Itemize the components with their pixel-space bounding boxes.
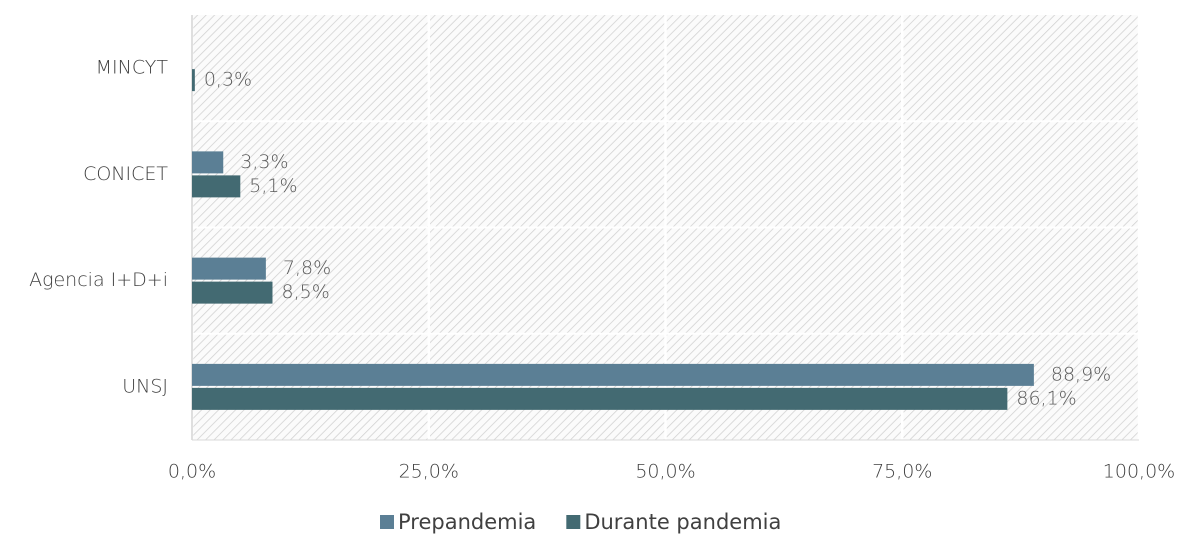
value-label: 88,9% xyxy=(1051,363,1111,385)
y-tick-label: UNSJ xyxy=(122,375,168,397)
bar xyxy=(192,281,273,304)
legend-swatch xyxy=(566,515,581,529)
y-tick-label: Agencia I+D+i xyxy=(29,269,168,291)
y-tick-label: CONICET xyxy=(83,163,168,185)
legend-swatch xyxy=(380,515,394,529)
y-tick-label: MINCYT xyxy=(96,57,169,79)
x-tick-label: 0,0% xyxy=(168,461,216,483)
value-label: 0,3% xyxy=(204,69,252,91)
bar xyxy=(192,257,266,280)
value-label: 3,3% xyxy=(240,151,288,173)
value-label: 8,5% xyxy=(281,281,329,303)
value-label: 86,1% xyxy=(1016,387,1076,409)
value-label: 7,8% xyxy=(283,257,331,279)
bar xyxy=(192,151,224,174)
x-tick-label: 75,0% xyxy=(872,461,932,483)
bar xyxy=(192,387,1008,410)
bar xyxy=(192,175,241,198)
x-tick-label: 100,0% xyxy=(1103,461,1175,483)
legend-label: Durante pandemia xyxy=(584,510,781,534)
value-label: 5,1% xyxy=(249,175,297,197)
bar xyxy=(192,69,195,92)
bar xyxy=(192,363,1034,386)
x-tick-label: 50,0% xyxy=(635,461,695,483)
x-tick-label: 25,0% xyxy=(399,461,459,483)
legend-label: Prepandemia xyxy=(398,510,536,534)
